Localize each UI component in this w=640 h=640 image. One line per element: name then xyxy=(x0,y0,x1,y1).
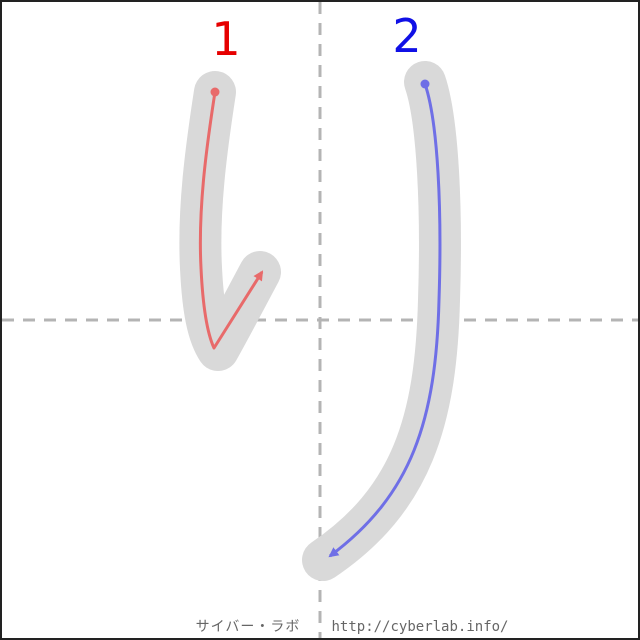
stroke-2-number: 2 xyxy=(392,9,421,63)
stroke-1-number: 1 xyxy=(211,12,240,66)
footer-url: http://cyberlab.info/ xyxy=(331,619,508,635)
stroke-2-path xyxy=(328,83,442,558)
footer-site-name: サイバー・ラボ xyxy=(196,619,301,635)
stroke-1-path xyxy=(198,91,264,350)
